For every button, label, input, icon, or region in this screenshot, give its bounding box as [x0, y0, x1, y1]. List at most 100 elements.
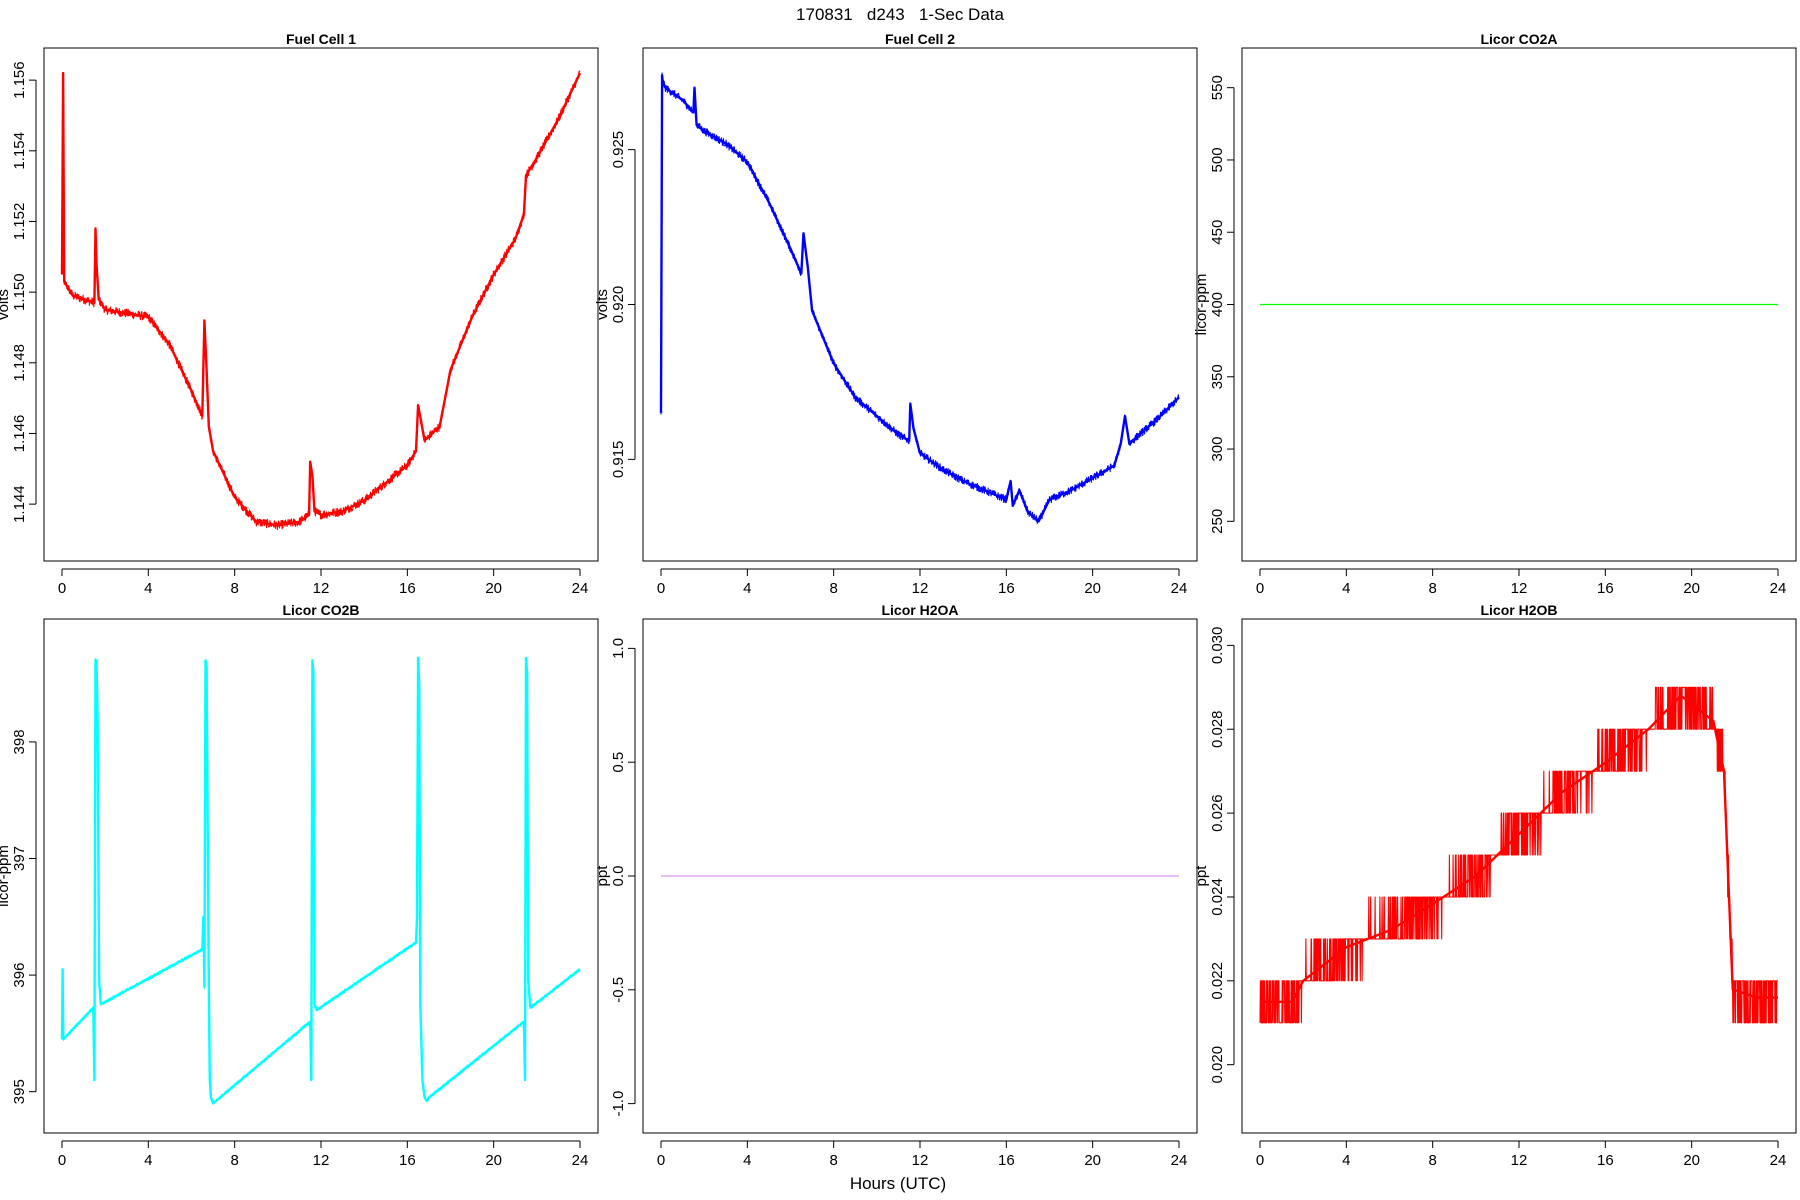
y-tick-label: 0.022 [1209, 962, 1226, 1000]
data-area [60, 70, 582, 531]
y-axis: 0.915 0.920 0.925 [610, 131, 636, 479]
figure-title: 170831 d243 1-Sec Data [796, 5, 1004, 24]
panel-title: Licor CO2A [1480, 31, 1557, 47]
x-tick-label: 0 [657, 580, 665, 597]
y-tick-label: -0.5 [610, 977, 627, 1003]
x-tick-label: 8 [230, 1152, 238, 1169]
plot-frame [1241, 618, 1797, 1134]
y-axis-label: licor-ppm [0, 845, 12, 907]
series-trend [60, 71, 582, 527]
y-axis-label: volts [594, 289, 611, 320]
x-tick-label: 20 [1683, 580, 1700, 597]
x-tick-label: 0 [1256, 580, 1264, 597]
x-axis: 0 4 8 12 16 20 24 [58, 568, 589, 597]
x-tick-label: 24 [572, 1152, 589, 1169]
data-area [659, 72, 1180, 524]
y-tick-label: 250 [1209, 509, 1226, 534]
x-tick-label: 4 [144, 1152, 152, 1169]
x-tick-label: 4 [743, 580, 751, 597]
y-tick-label: 0.5 [610, 752, 627, 773]
x-tick-label: 16 [1597, 1152, 1614, 1169]
y-tick-label: 1.146 [11, 415, 28, 453]
series-line [660, 72, 1180, 524]
y-tick-label: 1.150 [11, 273, 28, 311]
y-tick-label: 396 [11, 963, 28, 988]
y-axis: -1.0 -0.5 0.0 0.5 1.0 [610, 638, 636, 1117]
y-axis: 1.144 1.146 1.148 1.150 1.152 1.154 1.156 [11, 61, 37, 523]
x-tick-label: 8 [829, 580, 837, 597]
y-tick-label: 1.152 [11, 203, 28, 241]
x-tick-label: 24 [1770, 1152, 1787, 1169]
panel-1: Fuel Cell 2 volts 0 4 8 12 16 20 24 0.9150.9200.9… [594, 31, 1198, 597]
y-tick-label: 500 [1209, 147, 1226, 172]
y-axis-label: ppt [594, 865, 611, 887]
y-axis: 0.020 0.022 0.024 0.026 0.028 0.030 [1209, 627, 1235, 1084]
y-tick-label: 350 [1209, 364, 1226, 389]
x-tick-label: 8 [230, 580, 238, 597]
x-axis-label: Hours (UTC) [850, 1174, 946, 1193]
y-axis: 250 300 350 400 450 500 550 [1209, 75, 1235, 534]
x-tick-label: 0 [1256, 1152, 1264, 1169]
x-tick-label: 0 [58, 1152, 66, 1169]
data-area [60, 656, 581, 1105]
x-axis: 0 4 8 12 16 20 24 [1256, 568, 1787, 597]
panel-4: Licor H2OA ppt 0 4 8 12 16 20 24 -1.0 -0.5 0.0 0.5 1.… [594, 602, 1198, 1169]
y-tick-label: 450 [1209, 220, 1226, 245]
x-tick-label: 4 [144, 580, 152, 597]
y-tick-label: 1.148 [11, 344, 28, 382]
x-tick-label: 8 [1428, 1152, 1436, 1169]
series-trend [659, 74, 1180, 523]
x-tick-label: 12 [1511, 1152, 1528, 1169]
x-tick-label: 20 [1084, 1152, 1101, 1169]
panel-title: Licor CO2B [282, 602, 359, 618]
x-tick-label: 8 [1428, 580, 1436, 597]
x-tick-label: 20 [1084, 580, 1101, 597]
x-tick-label: 8 [829, 1152, 837, 1169]
series-line [61, 70, 581, 531]
plot-frame [43, 618, 599, 1134]
y-tick-label: 0.024 [1209, 878, 1226, 916]
y-axis-label: ppt [1193, 865, 1210, 887]
series-line [1259, 686, 1779, 1024]
series-line [61, 658, 581, 1105]
panel-title: Fuel Cell 2 [885, 31, 955, 47]
x-tick-label: 20 [485, 580, 502, 597]
x-tick-label: 12 [912, 580, 929, 597]
x-tick-label: 16 [998, 1152, 1015, 1169]
x-tick-label: 24 [572, 580, 589, 597]
y-tick-label: 395 [11, 1079, 28, 1104]
x-tick-label: 16 [399, 1152, 416, 1169]
x-tick-label: 16 [998, 580, 1015, 597]
panel-title: Fuel Cell 1 [286, 31, 356, 47]
x-tick-label: 20 [485, 1152, 502, 1169]
x-tick-label: 12 [313, 580, 330, 597]
x-tick-label: 24 [1770, 580, 1787, 597]
x-tick-label: 0 [657, 1152, 665, 1169]
x-tick-label: 12 [313, 1152, 330, 1169]
plot-frame [642, 47, 1198, 562]
y-tick-label: 0.915 [610, 441, 627, 479]
x-tick-label: 4 [1342, 580, 1350, 597]
x-tick-label: 24 [1171, 1152, 1188, 1169]
x-tick-label: 0 [58, 580, 66, 597]
x-axis: 0 4 8 12 16 20 24 [657, 1140, 1188, 1169]
y-tick-label: 0.028 [1209, 710, 1226, 748]
x-tick-label: 16 [399, 580, 416, 597]
y-tick-label: 397 [11, 846, 28, 871]
y-tick-label: 300 [1209, 437, 1226, 462]
x-tick-label: 20 [1683, 1152, 1700, 1169]
y-tick-label: 0.0 [610, 866, 627, 887]
series-trend [60, 656, 581, 1105]
x-tick-label: 16 [1597, 580, 1614, 597]
y-tick-label: 0.020 [1209, 1046, 1226, 1084]
plot-frame [43, 47, 599, 562]
x-axis: 0 4 8 12 16 20 24 [58, 1140, 589, 1169]
x-axis: 0 4 8 12 16 20 24 [1256, 1140, 1787, 1169]
y-tick-label: 1.156 [11, 61, 28, 99]
x-tick-label: 4 [743, 1152, 751, 1169]
y-tick-label: 0.925 [610, 131, 627, 169]
plot-frame [642, 618, 1198, 1134]
x-tick-label: 24 [1171, 580, 1188, 597]
